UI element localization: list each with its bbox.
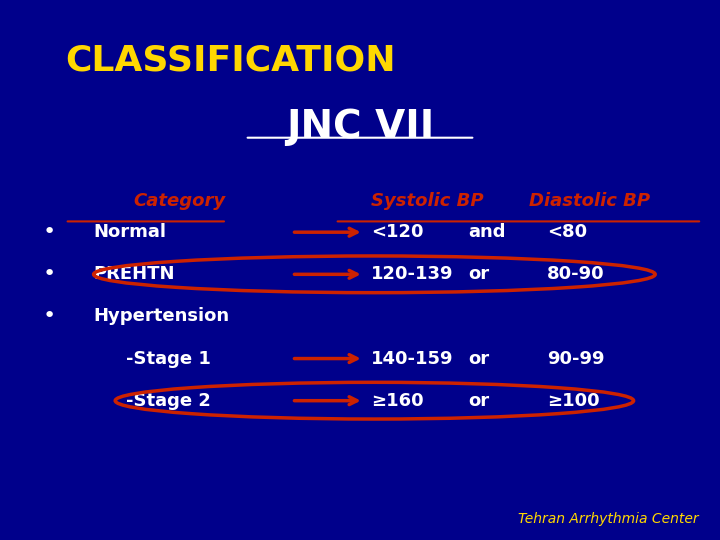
Text: Hypertension: Hypertension [94,307,230,326]
Text: or: or [468,265,489,284]
Text: -Stage 1: -Stage 1 [126,349,211,368]
Text: 90-99: 90-99 [547,349,605,368]
Text: and: and [468,223,505,241]
Text: 80-90: 80-90 [547,265,605,284]
Text: or: or [468,392,489,410]
Text: JNC VII: JNC VII [286,108,434,146]
Text: •: • [42,306,55,327]
Text: •: • [42,264,55,285]
Text: 140-159: 140-159 [371,349,454,368]
Text: PREHTN: PREHTN [94,265,175,284]
Text: Tehran Arrhythmia Center: Tehran Arrhythmia Center [518,512,698,526]
Text: <80: <80 [547,223,588,241]
Text: or: or [468,349,489,368]
Text: Diastolic BP: Diastolic BP [529,192,650,210]
Text: Systolic BP: Systolic BP [371,192,483,210]
Text: 120-139: 120-139 [371,265,454,284]
Text: ≥100: ≥100 [547,392,600,410]
Text: <120: <120 [371,223,423,241]
Text: Normal: Normal [94,223,166,241]
Text: ≥160: ≥160 [371,392,423,410]
Text: -Stage 2: -Stage 2 [126,392,211,410]
Text: Category: Category [133,192,225,210]
Text: CLASSIFICATION: CLASSIFICATION [65,43,395,77]
Text: •: • [42,222,55,242]
